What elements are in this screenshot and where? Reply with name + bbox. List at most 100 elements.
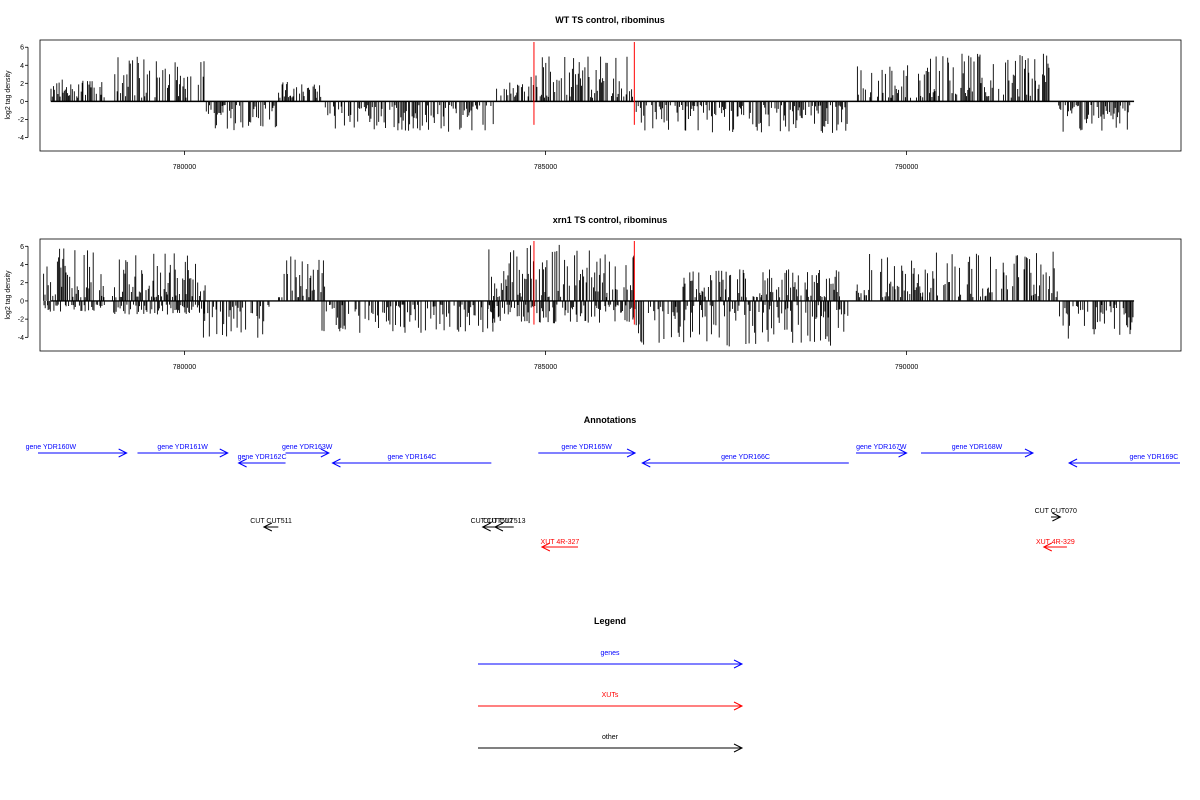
annotations-panel: Annotations gene YDR160W gene YDR161Wgene… bbox=[26, 415, 1180, 552]
y-tick-label: -4 bbox=[18, 135, 24, 142]
gene-label: gene YDR161W bbox=[157, 444, 208, 451]
gene-arrow bbox=[285, 448, 330, 458]
x-tick-label: 785000 bbox=[534, 164, 557, 171]
gene-label: gene YDR162C bbox=[238, 454, 287, 461]
y-tick-label: -2 bbox=[18, 117, 24, 124]
density-region bbox=[43, 248, 105, 301]
cut-arrow bbox=[1051, 512, 1062, 522]
gene-arrow bbox=[331, 458, 492, 468]
density-region bbox=[530, 56, 633, 102]
x-tick-label: 785000 bbox=[534, 364, 557, 371]
wt-x-axis: 780000 785000 790000 bbox=[173, 151, 918, 171]
x-tick-label: 780000 bbox=[173, 364, 196, 371]
density-region bbox=[113, 300, 205, 315]
density-region bbox=[278, 82, 322, 102]
density-region bbox=[321, 300, 495, 333]
y-tick-label: 4 bbox=[20, 63, 24, 70]
gene-label: gene YDR163W bbox=[282, 444, 333, 451]
xrn1-track-panel: xrn1 TS control, ribominus -4 -2 0 2 4 6 7800… bbox=[5, 215, 1182, 371]
gene-arrow bbox=[856, 448, 908, 458]
xrn1-y-axis-label: log2 tag density bbox=[5, 270, 12, 320]
wt-track-title: WT TS control, ribominus bbox=[555, 15, 665, 25]
y-tick-label: 4 bbox=[20, 262, 24, 269]
legend-arrow bbox=[478, 659, 744, 669]
density-region bbox=[855, 251, 1058, 301]
gene-label: gene YDR164C bbox=[387, 454, 436, 461]
y-tick-label: 0 bbox=[20, 99, 24, 106]
density-region bbox=[198, 300, 270, 338]
legend-panel: Legend genes XUTs other bbox=[478, 616, 744, 753]
wt-track-panel: WT TS control, ribominus -4 -2 0 2 4 6 780000… bbox=[5, 15, 1182, 171]
gene-arrow bbox=[538, 448, 637, 458]
wt-y-axis: -4 -2 0 2 4 6 bbox=[18, 45, 29, 142]
legend-title: Legend bbox=[594, 616, 626, 626]
density-region bbox=[278, 256, 326, 301]
legend-label: genes bbox=[600, 650, 620, 657]
y-tick-label: 2 bbox=[20, 280, 24, 287]
wt-plot-area bbox=[50, 42, 1135, 133]
gene-arrow bbox=[38, 448, 128, 458]
legend-arrow bbox=[478, 701, 744, 711]
legend-label: other bbox=[602, 734, 619, 741]
gene-label: gene YDR168W bbox=[952, 444, 1003, 451]
cut-label: CUT CUT513 bbox=[483, 518, 525, 525]
xrn1-x-axis: 780000 785000 790000 bbox=[173, 351, 918, 371]
gene-arrow bbox=[641, 458, 849, 468]
density-region bbox=[635, 101, 848, 133]
gene-arrow bbox=[1067, 458, 1180, 468]
density-region bbox=[928, 53, 1050, 102]
gene-annotations: gene YDR160W gene YDR161W gene YDR162C gene… bbox=[26, 444, 1180, 468]
gene-arrow bbox=[237, 458, 286, 468]
xut-arrow bbox=[1042, 542, 1067, 552]
y-tick-label: 6 bbox=[20, 244, 24, 251]
cut-arrow bbox=[493, 522, 514, 532]
x-tick-label: 790000 bbox=[895, 364, 918, 371]
xut-label: XUT 4R-327 bbox=[541, 539, 580, 546]
y-tick-label: 0 bbox=[20, 298, 24, 305]
x-tick-label: 790000 bbox=[895, 164, 918, 171]
cut-arrow bbox=[262, 522, 279, 532]
gene-arrow bbox=[137, 448, 229, 458]
density-region bbox=[114, 56, 205, 102]
legend-arrow bbox=[478, 743, 744, 753]
density-region bbox=[635, 300, 849, 347]
xrn1-plot-area bbox=[43, 241, 1135, 347]
cut-label: CUT CUT512 bbox=[471, 518, 513, 525]
density-region bbox=[856, 65, 928, 102]
legend-entries: genes XUTs other bbox=[478, 650, 744, 753]
density-region bbox=[496, 82, 530, 102]
gene-label: gene YDR167W bbox=[856, 444, 907, 451]
xrn1-track-title: xrn1 TS control, ribominus bbox=[553, 215, 668, 225]
xrn1-plot-frame bbox=[39, 238, 1182, 352]
gene-label: gene YDR169C bbox=[1129, 454, 1178, 461]
density-region bbox=[324, 101, 494, 132]
y-tick-label: 6 bbox=[20, 45, 24, 52]
wt-y-axis-label: log2 tag density bbox=[5, 70, 12, 120]
wt-plot-frame bbox=[39, 39, 1182, 152]
xrn1-y-axis: -4 -2 0 2 4 6 bbox=[18, 244, 29, 342]
cut-label: CUT CUT070 bbox=[1035, 508, 1077, 515]
gene-label: gene YDR160W bbox=[26, 444, 77, 451]
density-region bbox=[488, 244, 635, 301]
xut-arrow bbox=[540, 542, 579, 552]
density-region bbox=[1058, 101, 1131, 132]
y-tick-label: -4 bbox=[18, 335, 24, 342]
cut-label: CUT CUT511 bbox=[250, 518, 292, 525]
gene-label: gene YDR166C bbox=[721, 454, 770, 461]
density-region bbox=[205, 101, 278, 131]
legend-label: XUTs bbox=[602, 692, 619, 699]
annotations-title: Annotations bbox=[584, 415, 637, 425]
density-region bbox=[43, 300, 105, 312]
x-tick-label: 780000 bbox=[173, 164, 196, 171]
y-tick-label: 2 bbox=[20, 81, 24, 88]
xut-label: XUT 4R-329 bbox=[1036, 539, 1075, 546]
density-region bbox=[50, 79, 105, 102]
xut-annotations: XUT 4R-327 XUT 4R-329 bbox=[540, 539, 1075, 552]
density-region bbox=[1059, 300, 1134, 339]
density-region bbox=[487, 300, 636, 324]
gene-arrow bbox=[921, 448, 1035, 458]
gene-label: gene YDR165W bbox=[561, 444, 612, 451]
density-region bbox=[682, 269, 840, 301]
